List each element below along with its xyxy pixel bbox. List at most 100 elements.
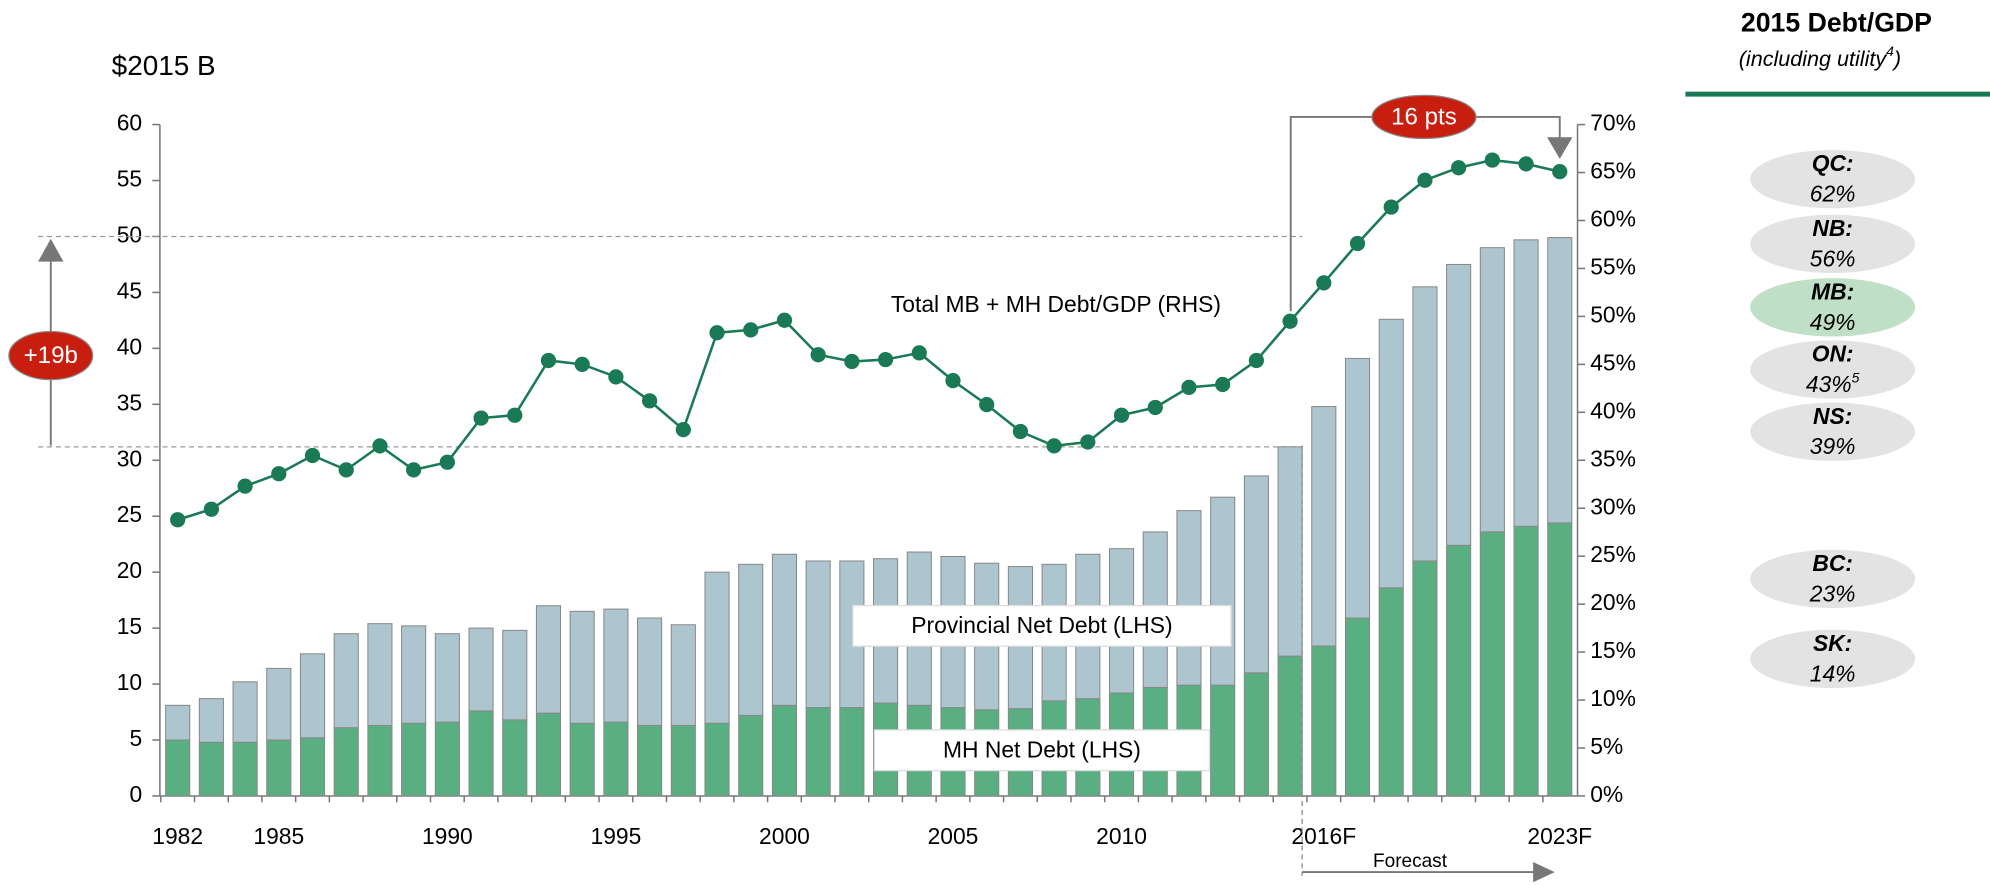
bar [670, 724, 696, 797]
points-arrow-head [1547, 137, 1573, 159]
bar [367, 623, 393, 726]
bar [1446, 263, 1472, 546]
y2-tick-label: 0% [1590, 781, 1623, 807]
bar [468, 627, 494, 712]
bar [502, 719, 528, 797]
bar [1412, 286, 1438, 562]
y-tick-label: 0 [129, 781, 142, 807]
bar [1479, 247, 1505, 533]
bar [805, 707, 831, 797]
y2-tick-label: 15% [1590, 637, 1636, 663]
bar [434, 721, 460, 797]
line-point [911, 345, 927, 361]
forecast-arrow-head [1533, 861, 1555, 883]
province-pill [1750, 340, 1916, 399]
line-point [1080, 434, 1096, 450]
province-value: 62% [1810, 181, 1856, 207]
line-point [608, 369, 624, 385]
bar [1412, 560, 1438, 797]
province-name: NB: [1812, 215, 1853, 241]
series-label-box [873, 729, 1211, 772]
line-point [641, 393, 658, 409]
line-point [709, 325, 725, 341]
bar [1311, 645, 1337, 797]
bar [805, 560, 831, 709]
province-name: MB: [1811, 278, 1854, 304]
bar [1446, 544, 1472, 797]
line-point [1248, 352, 1264, 369]
bar [198, 741, 224, 797]
growth-label: +19b [24, 342, 78, 369]
line-point [1518, 156, 1534, 172]
bar [299, 737, 326, 797]
line-point [844, 353, 860, 370]
province-pill [1750, 629, 1916, 689]
bar [535, 712, 562, 797]
bar [232, 681, 258, 743]
y2-tick-label: 50% [1590, 301, 1636, 327]
line-point [1282, 313, 1298, 329]
y2-tick-label: 20% [1590, 589, 1636, 615]
line-point [743, 322, 759, 338]
subtitle-text: (including utility [1739, 46, 1888, 71]
bar [1378, 318, 1404, 589]
bar [569, 610, 595, 724]
bar [1547, 522, 1573, 797]
bar [1344, 617, 1371, 797]
line-point [203, 501, 220, 517]
line-point [473, 410, 489, 426]
bar [637, 617, 663, 726]
bar [367, 724, 393, 797]
bar [434, 633, 460, 723]
province-name: ON: [1812, 341, 1854, 367]
line-point [1113, 407, 1130, 423]
province-name: QC: [1812, 150, 1854, 176]
bar [1547, 237, 1573, 524]
line-point [574, 356, 590, 372]
bar [1513, 525, 1539, 797]
x-tick-label: 2023F [1527, 823, 1592, 849]
line-point [271, 466, 287, 482]
series-label: Total MB + MH Debt/GDP (RHS) [891, 291, 1221, 317]
panel-subtitle: (including utility4) [1739, 43, 1901, 71]
line-point [1012, 423, 1029, 440]
line-point [540, 352, 557, 369]
bar [1513, 239, 1539, 527]
y-tick-label: 20 [117, 557, 142, 583]
bar [1210, 684, 1236, 797]
bar [1344, 357, 1371, 619]
line-point [1181, 379, 1197, 395]
bar [1210, 496, 1236, 686]
province-value-text: 49% [1810, 309, 1856, 335]
bar [1243, 475, 1269, 674]
line-point [1215, 376, 1231, 393]
line-point [507, 407, 523, 423]
bar [401, 722, 427, 797]
bar [738, 714, 764, 797]
bar [266, 739, 292, 797]
y2-tick-label: 65% [1590, 158, 1636, 184]
line-point [675, 421, 691, 438]
line-point [1383, 199, 1399, 215]
series-label: Provincial Net Debt (LHS) [911, 612, 1172, 638]
bar [198, 698, 224, 743]
bar [1479, 531, 1505, 797]
subtitle-sup: 4 [1886, 43, 1894, 59]
line-point [372, 438, 388, 454]
bar [1311, 406, 1337, 647]
province-pill [1750, 278, 1916, 337]
province-value-sup: 5 [1852, 369, 1860, 385]
x-tick-label: 2010 [1096, 823, 1147, 849]
province-value: 43%5 [1806, 369, 1860, 397]
province-value: 56% [1810, 245, 1856, 271]
x-tick-label: 1985 [253, 823, 304, 849]
forecast-label: Forecast [1373, 851, 1448, 872]
province-pill [1750, 402, 1916, 461]
line-point [1147, 399, 1163, 416]
province-name: NS: [1813, 403, 1852, 429]
bar [1277, 446, 1303, 657]
y-tick-label: 40 [117, 333, 142, 359]
bar [232, 741, 258, 797]
x-tick-label: 1982 [152, 823, 203, 849]
bar [637, 724, 663, 797]
